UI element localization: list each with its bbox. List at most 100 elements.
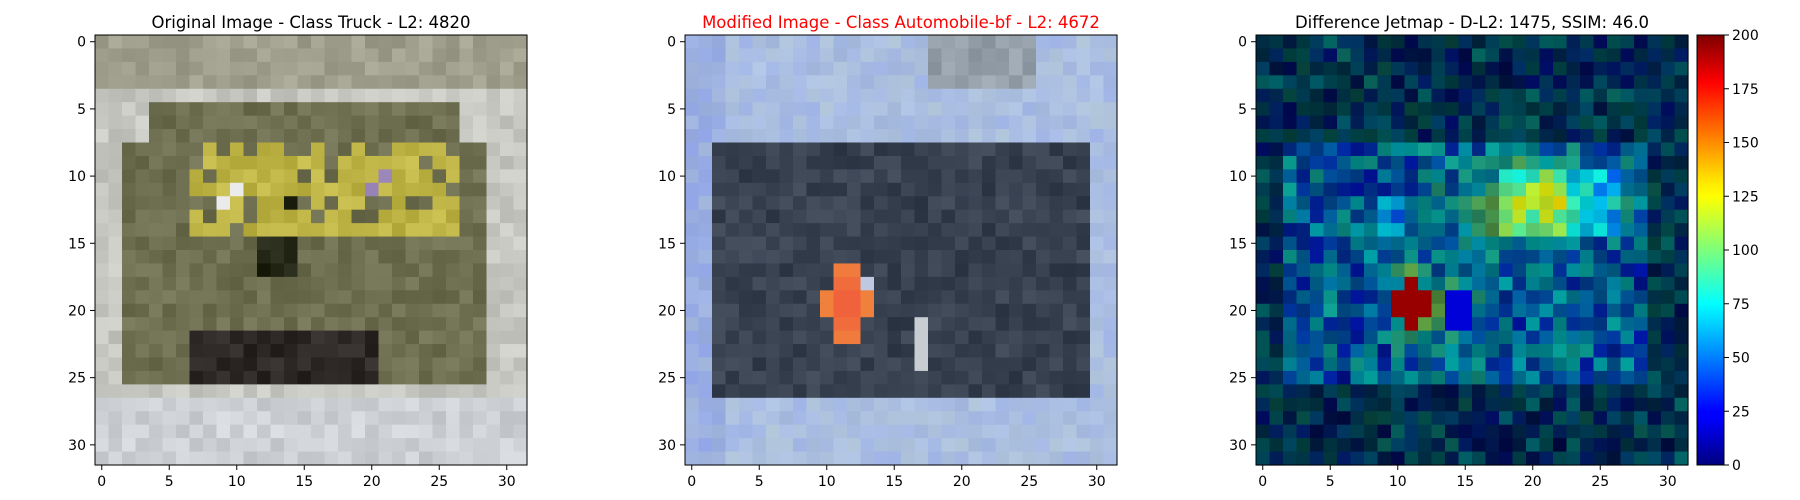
image-pixel [149, 411, 164, 426]
image-pixel [752, 317, 767, 332]
image-pixel [1418, 317, 1433, 332]
image-pixel [806, 236, 821, 251]
image-pixel [1580, 263, 1595, 278]
image-pixel [752, 438, 767, 453]
image-pixel [162, 317, 177, 332]
image-pixel [1539, 438, 1554, 453]
image-pixel [1647, 102, 1662, 117]
image-pixel [874, 182, 889, 197]
image-pixel [806, 344, 821, 359]
image-pixel [405, 236, 420, 251]
image-pixel [1377, 236, 1392, 251]
image-pixel [1022, 424, 1037, 439]
image-pixel [874, 61, 889, 76]
image-pixel [1445, 61, 1460, 76]
image-pixel [324, 276, 339, 291]
image-pixel [135, 397, 150, 412]
image-pixel [1256, 438, 1271, 453]
image-pixel [1620, 263, 1635, 278]
image-pixel [955, 370, 970, 385]
image-pixel [1661, 88, 1676, 103]
image-pixel [941, 102, 956, 117]
image-pixel [1063, 142, 1078, 157]
image-pixel [739, 330, 754, 345]
image-pixel [1063, 169, 1078, 184]
image-pixel [1566, 155, 1581, 170]
image-pixel [338, 263, 353, 278]
image-pixel [820, 357, 835, 372]
image-pixel [806, 250, 821, 265]
image-pixel [1323, 317, 1338, 332]
image-pixel [500, 344, 515, 359]
image-pixel [1661, 236, 1676, 251]
image-pixel [1647, 317, 1662, 332]
image-pixel [1283, 397, 1298, 412]
image-pixel [1553, 88, 1568, 103]
image-pixel [419, 155, 434, 170]
image-pixel [1607, 182, 1622, 197]
image-pixel [1022, 169, 1037, 184]
image-pixel [1009, 276, 1024, 291]
image-pixel [1009, 75, 1024, 90]
image-pixel [311, 115, 326, 130]
image-pixel [486, 344, 501, 359]
image-pixel [685, 35, 700, 50]
image-pixel [486, 196, 501, 211]
image-pixel [955, 290, 970, 305]
image-pixel [1337, 35, 1352, 50]
image-pixel [135, 250, 150, 265]
image-pixel [432, 155, 447, 170]
image-pixel [419, 182, 434, 197]
image-pixel [1566, 209, 1581, 224]
image-pixel [1674, 370, 1689, 385]
image-pixel [1404, 250, 1419, 265]
image-pixel [833, 182, 848, 197]
image-pixel [1337, 263, 1352, 278]
image-pixel [1296, 169, 1311, 184]
image-pixel [95, 88, 110, 103]
image-pixel [378, 88, 393, 103]
image-pixel [725, 438, 740, 453]
image-pixel [351, 330, 366, 345]
image-pixel [1063, 250, 1078, 265]
image-pixel [392, 330, 407, 345]
image-pixel [1404, 290, 1419, 305]
image-pixel [847, 75, 862, 90]
image-pixel [1269, 357, 1284, 372]
image-pixel [725, 344, 740, 359]
image-pixel [766, 384, 781, 399]
image-pixel [122, 35, 137, 50]
image-pixel [1350, 344, 1365, 359]
image-pixel [874, 155, 889, 170]
image-pixel [122, 263, 137, 278]
image-pixel [887, 290, 902, 305]
image-pixel [149, 209, 164, 224]
image-pixel [216, 276, 231, 291]
image-pixel [189, 196, 204, 211]
image-pixel [149, 250, 164, 265]
image-pixel [847, 250, 862, 265]
image-pixel [1364, 48, 1379, 63]
image-pixel [270, 115, 285, 130]
image-pixel [1310, 155, 1325, 170]
image-pixel [1337, 129, 1352, 144]
image-pixel [712, 290, 727, 305]
image-pixel [1377, 263, 1392, 278]
image-pixel [1076, 155, 1091, 170]
x-tick-label: 10 [818, 474, 836, 490]
image-pixel [324, 411, 339, 426]
image-pixel [1445, 263, 1460, 278]
image-pixel [1566, 424, 1581, 439]
image-pixel [1499, 236, 1514, 251]
image-pixel [955, 276, 970, 291]
image-pixel [230, 438, 245, 453]
image-pixel [1661, 451, 1676, 466]
image-pixel [914, 209, 929, 224]
image-pixel [1296, 370, 1311, 385]
image-pixel [1076, 438, 1091, 453]
image-pixel [351, 236, 366, 251]
image-pixel [1337, 236, 1352, 251]
image-pixel [901, 344, 916, 359]
image-pixel [820, 75, 835, 90]
image-pixel [1296, 236, 1311, 251]
